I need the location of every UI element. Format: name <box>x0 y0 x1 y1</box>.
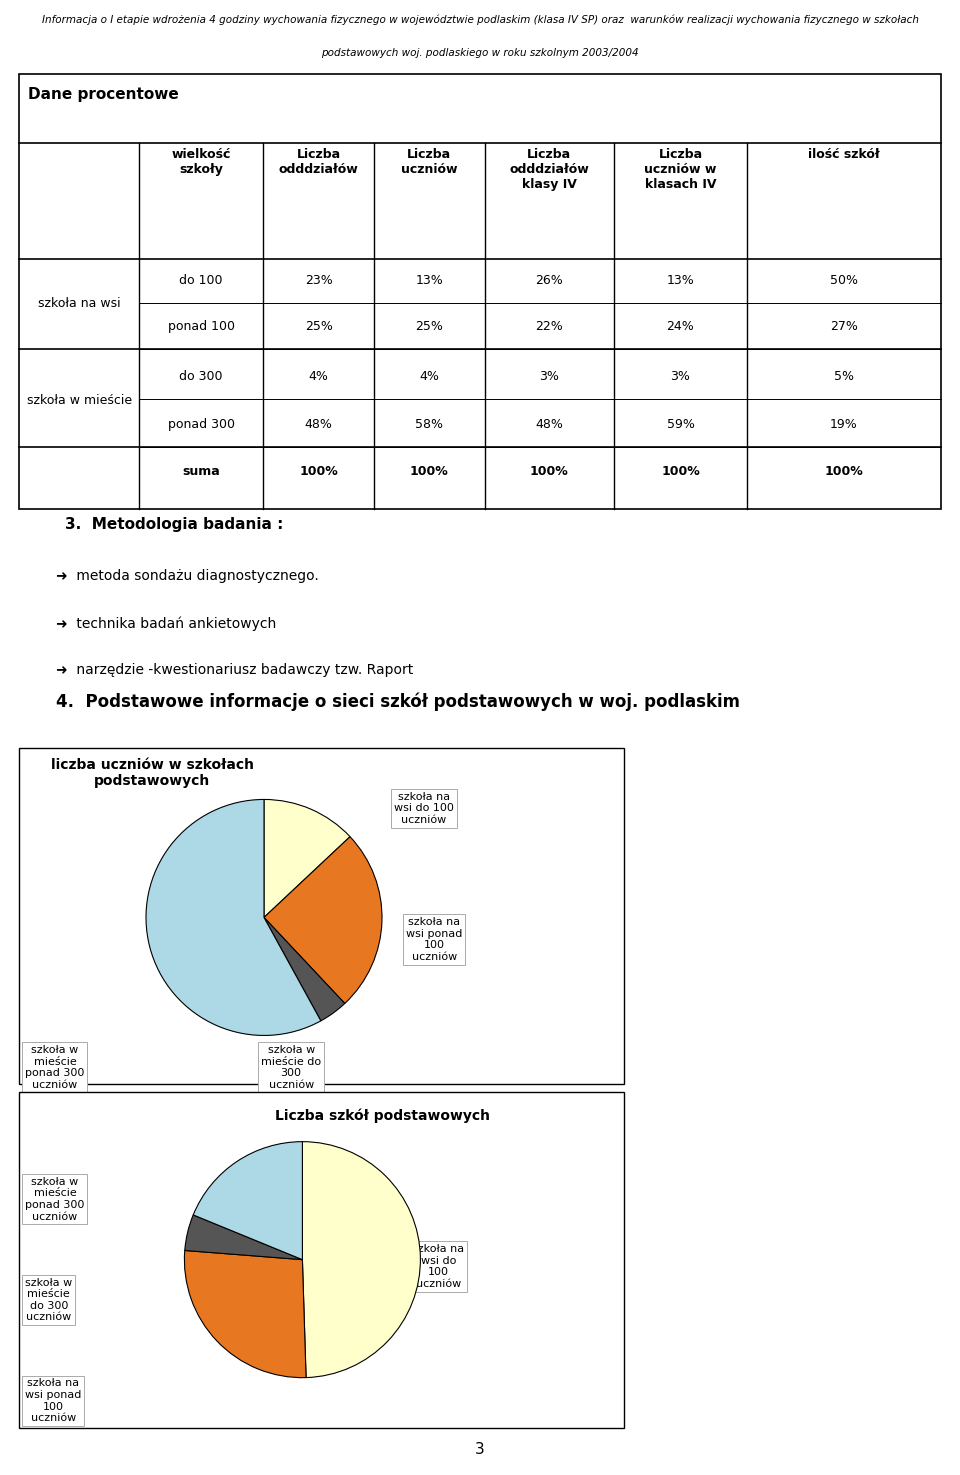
Text: liczba uczniów w szkołach
podstawowych: liczba uczniów w szkołach podstawowych <box>51 758 253 788</box>
Text: Liczba
odddziałów
klasy IV: Liczba odddziałów klasy IV <box>509 148 589 190</box>
Text: 26%: 26% <box>536 274 563 288</box>
Text: szkoła w mieście: szkoła w mieście <box>27 394 132 407</box>
Wedge shape <box>193 1142 302 1260</box>
Text: 19%: 19% <box>830 417 858 431</box>
Text: 100%: 100% <box>300 466 338 478</box>
Wedge shape <box>184 1251 306 1378</box>
Text: ilość szkół: ilość szkół <box>808 148 880 161</box>
Text: Liczba szkół podstawowych: Liczba szkół podstawowych <box>275 1108 490 1122</box>
Text: suma: suma <box>182 466 220 478</box>
Text: 3.  Metodologia badania :: 3. Metodologia badania : <box>65 518 283 532</box>
Text: 4%: 4% <box>420 370 440 382</box>
Text: szkoła na
wsi do
100
uczniów: szkoła na wsi do 100 uczniów <box>413 1243 465 1289</box>
Text: 5%: 5% <box>834 370 854 382</box>
Text: 13%: 13% <box>416 274 444 288</box>
Text: szkoła w
mieście
ponad 300
uczniów: szkoła w mieście ponad 300 uczniów <box>25 1177 84 1221</box>
Text: 27%: 27% <box>830 320 858 333</box>
Text: szkoła na wsi: szkoła na wsi <box>37 296 120 310</box>
Text: 3: 3 <box>475 1441 485 1457</box>
Wedge shape <box>264 799 350 917</box>
Text: szkoła na
wsi ponad
100
uczniów: szkoła na wsi ponad 100 uczniów <box>25 1379 82 1423</box>
Text: 13%: 13% <box>666 274 694 288</box>
Text: ponad 300: ponad 300 <box>168 417 234 431</box>
Text: podstawowych woj. podlaskiego w roku szkolnym 2003/2004: podstawowych woj. podlaskiego w roku szk… <box>322 47 638 58</box>
Text: ➜  metoda sondażu diagnostycznego.: ➜ metoda sondażu diagnostycznego. <box>56 569 319 583</box>
Text: 24%: 24% <box>666 320 694 333</box>
Text: 3%: 3% <box>670 370 690 382</box>
Text: 48%: 48% <box>304 417 333 431</box>
Text: 100%: 100% <box>410 466 448 478</box>
Text: 100%: 100% <box>661 466 700 478</box>
Text: do 100: do 100 <box>180 274 223 288</box>
Text: szkoła na
wsi ponad
100
uczniów: szkoła na wsi ponad 100 uczniów <box>406 917 463 962</box>
Wedge shape <box>302 1142 420 1378</box>
Text: szkoła w
mieście
do 300
uczniów: szkoła w mieście do 300 uczniów <box>25 1277 73 1323</box>
Text: Liczba
odddziałów: Liczba odddziałów <box>278 148 359 176</box>
Text: do 300: do 300 <box>180 370 223 382</box>
Text: 23%: 23% <box>305 274 332 288</box>
Text: wielkość
szkoły: wielkość szkoły <box>172 148 231 176</box>
Text: Dane procentowe: Dane procentowe <box>29 87 180 102</box>
Text: szkoła w
mieście
ponad 300
uczniów: szkoła w mieście ponad 300 uczniów <box>25 1044 84 1090</box>
Text: Informacja o I etapie wdrożenia 4 godziny wychowania fizycznego w województwie p: Informacja o I etapie wdrożenia 4 godzin… <box>41 15 919 25</box>
Wedge shape <box>264 836 382 1003</box>
Text: ➜  narzędzie -kwestionariusz badawczy tzw. Raport: ➜ narzędzie -kwestionariusz badawczy tzw… <box>56 664 414 677</box>
Text: Liczba
uczniów w
klasach IV: Liczba uczniów w klasach IV <box>644 148 716 190</box>
Wedge shape <box>184 1215 302 1260</box>
Text: 50%: 50% <box>830 274 858 288</box>
Text: 4%: 4% <box>309 370 328 382</box>
Text: Liczba
uczniów: Liczba uczniów <box>401 148 458 176</box>
Text: 100%: 100% <box>530 466 568 478</box>
Text: ponad 100: ponad 100 <box>168 320 234 333</box>
Wedge shape <box>146 799 321 1035</box>
Text: 4.  Podstawowe informacje o sieci szkół podstawowych w woj. podlaskim: 4. Podstawowe informacje o sieci szkół p… <box>56 692 740 711</box>
Text: 3%: 3% <box>540 370 559 382</box>
Text: 25%: 25% <box>416 320 444 333</box>
Text: 58%: 58% <box>416 417 444 431</box>
Text: szkoła na
wsi do 100
uczniów: szkoła na wsi do 100 uczniów <box>395 792 454 825</box>
Text: 100%: 100% <box>825 466 863 478</box>
Text: 48%: 48% <box>535 417 564 431</box>
Text: ➜  technika badań ankietowych: ➜ technika badań ankietowych <box>56 617 276 631</box>
Text: 22%: 22% <box>536 320 563 333</box>
Text: szkoła w
mieście do
300
uczniów: szkoła w mieście do 300 uczniów <box>261 1044 322 1090</box>
Wedge shape <box>264 917 345 1021</box>
Text: 25%: 25% <box>304 320 333 333</box>
Text: 59%: 59% <box>666 417 694 431</box>
